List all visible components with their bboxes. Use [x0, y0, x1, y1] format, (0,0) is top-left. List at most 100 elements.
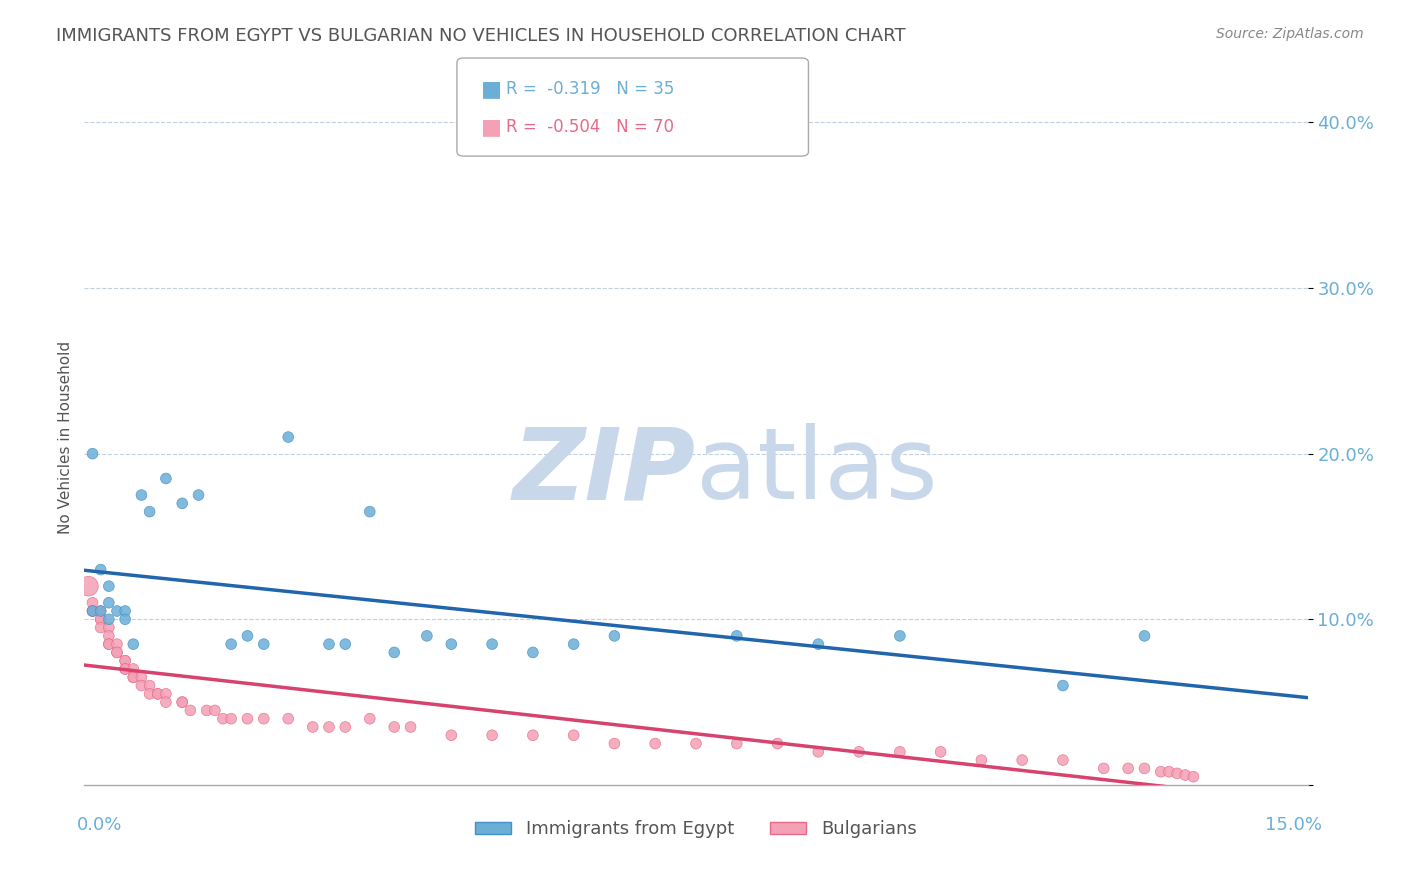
- Point: [219, 712, 242, 726]
- Point: [105, 637, 128, 651]
- Point: [562, 637, 585, 651]
- Point: [562, 728, 585, 742]
- Point: [889, 629, 911, 643]
- Point: [1157, 764, 1180, 779]
- Point: [97, 637, 120, 651]
- Point: [172, 695, 194, 709]
- Point: [97, 596, 120, 610]
- Point: [253, 712, 276, 726]
- Point: [725, 737, 748, 751]
- Legend: Immigrants from Egypt, Bulgarians: Immigrants from Egypt, Bulgarians: [468, 814, 924, 846]
- Point: [105, 645, 128, 659]
- Point: [138, 687, 160, 701]
- Point: [90, 612, 112, 626]
- Point: [382, 645, 405, 659]
- Text: atlas: atlas: [696, 424, 938, 520]
- Text: ■: ■: [481, 79, 502, 99]
- Point: [172, 695, 194, 709]
- Point: [1092, 761, 1115, 775]
- Point: [97, 579, 120, 593]
- Text: Source: ZipAtlas.com: Source: ZipAtlas.com: [1216, 27, 1364, 41]
- Point: [146, 687, 169, 701]
- Point: [277, 430, 299, 444]
- Text: 0.0%: 0.0%: [77, 816, 122, 834]
- Point: [131, 488, 153, 502]
- Point: [725, 629, 748, 643]
- Point: [195, 703, 218, 717]
- Point: [122, 662, 145, 676]
- Point: [481, 637, 503, 651]
- Y-axis label: No Vehicles in Household: No Vehicles in Household: [58, 341, 73, 533]
- Point: [522, 728, 544, 742]
- Point: [644, 737, 666, 751]
- Point: [114, 654, 136, 668]
- Point: [187, 488, 209, 502]
- Point: [122, 637, 145, 651]
- Point: [114, 662, 136, 676]
- Point: [82, 604, 104, 618]
- Point: [685, 737, 707, 751]
- Point: [1052, 753, 1074, 767]
- Point: [131, 670, 153, 684]
- Point: [155, 687, 177, 701]
- Point: [138, 679, 160, 693]
- Point: [90, 604, 112, 618]
- Point: [1116, 761, 1139, 775]
- Point: [90, 621, 112, 635]
- Point: [807, 745, 830, 759]
- Point: [1011, 753, 1033, 767]
- Point: [97, 621, 120, 635]
- Point: [82, 596, 104, 610]
- Point: [90, 563, 112, 577]
- Point: [359, 712, 381, 726]
- Point: [440, 637, 463, 651]
- Point: [172, 496, 194, 510]
- Point: [155, 695, 177, 709]
- Point: [219, 637, 242, 651]
- Point: [889, 745, 911, 759]
- Point: [122, 670, 145, 684]
- Point: [399, 720, 422, 734]
- Text: ZIP: ZIP: [513, 424, 696, 520]
- Point: [1133, 629, 1156, 643]
- Point: [236, 712, 259, 726]
- Text: IMMIGRANTS FROM EGYPT VS BULGARIAN NO VEHICLES IN HOUSEHOLD CORRELATION CHART: IMMIGRANTS FROM EGYPT VS BULGARIAN NO VE…: [56, 27, 905, 45]
- Point: [114, 612, 136, 626]
- Point: [277, 712, 299, 726]
- Point: [77, 579, 100, 593]
- Point: [146, 687, 169, 701]
- Point: [114, 654, 136, 668]
- Point: [114, 604, 136, 618]
- Point: [105, 645, 128, 659]
- Point: [82, 447, 104, 461]
- Point: [1182, 770, 1205, 784]
- Point: [1150, 764, 1173, 779]
- Point: [179, 703, 201, 717]
- Point: [1133, 761, 1156, 775]
- Point: [416, 629, 439, 643]
- Point: [122, 670, 145, 684]
- Point: [318, 637, 340, 651]
- Point: [766, 737, 789, 751]
- Point: [105, 604, 128, 618]
- Point: [1174, 768, 1197, 782]
- Point: [848, 745, 870, 759]
- Point: [318, 720, 340, 734]
- Point: [155, 471, 177, 485]
- Point: [131, 679, 153, 693]
- Point: [603, 737, 626, 751]
- Point: [440, 728, 463, 742]
- Point: [97, 629, 120, 643]
- Point: [1052, 679, 1074, 693]
- Point: [90, 604, 112, 618]
- Point: [114, 662, 136, 676]
- Point: [97, 612, 120, 626]
- Point: [970, 753, 993, 767]
- Point: [929, 745, 952, 759]
- Point: [82, 604, 104, 618]
- Point: [97, 637, 120, 651]
- Text: R =  -0.504   N = 70: R = -0.504 N = 70: [506, 118, 673, 136]
- Point: [301, 720, 323, 734]
- Point: [204, 703, 226, 717]
- Point: [82, 604, 104, 618]
